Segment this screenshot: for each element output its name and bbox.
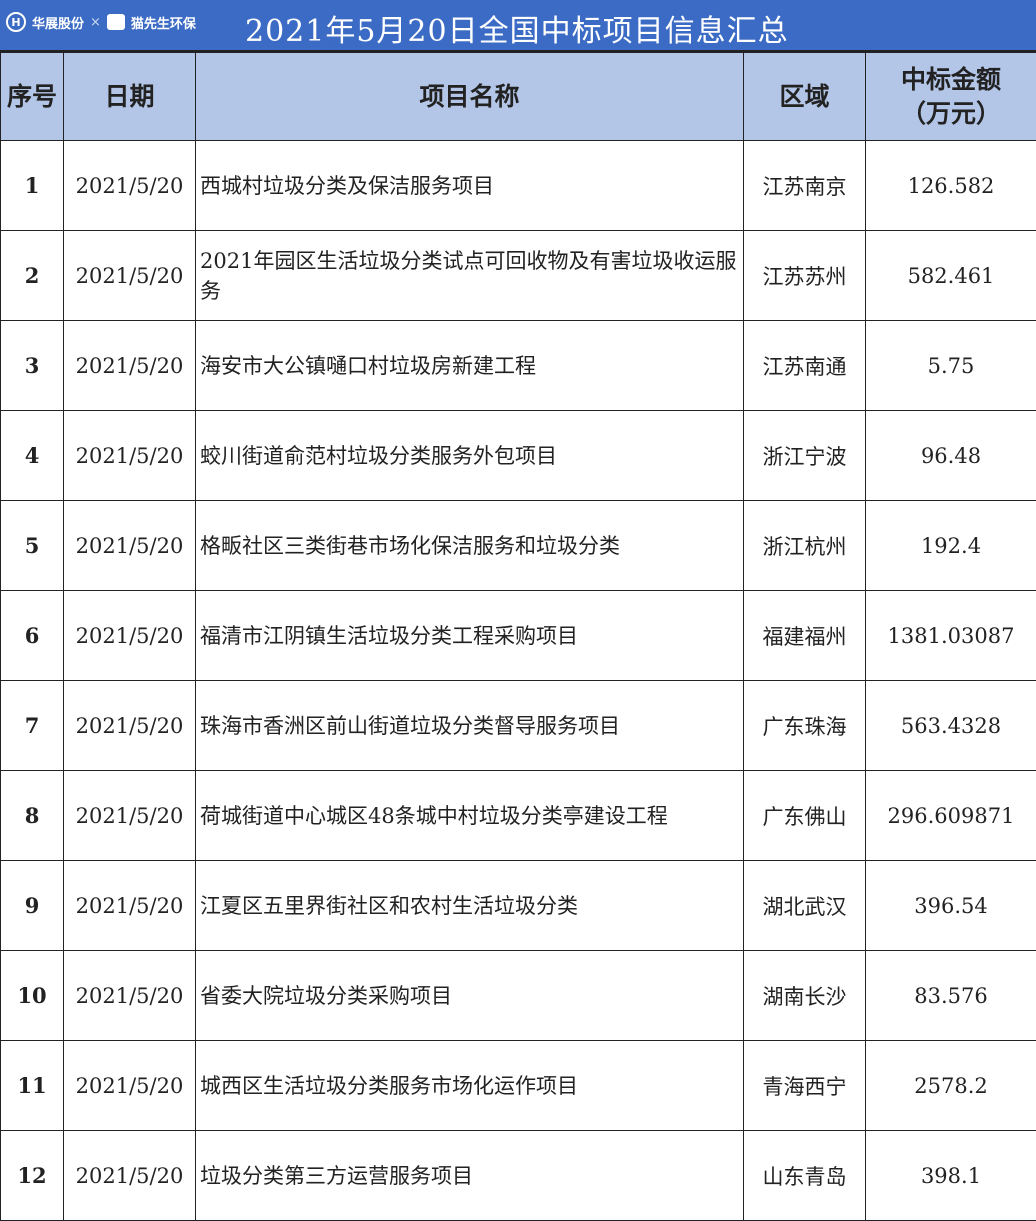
cell-name: 福清市江阴镇生活垃圾分类工程采购项目: [195, 590, 744, 681]
column-header-col-amount: 中标金额 （万元）: [865, 52, 1036, 141]
cell-no: 1: [0, 140, 64, 231]
cat-logo-icon: [106, 14, 125, 30]
projects-table: 序号 日期 项目名称 区域 中标金额 （万元） 1 2021/5/20 西城村垃圾分类及保洁服…: [0, 52, 1036, 1221]
cell-region: 青海西宁: [743, 1040, 866, 1131]
cell-date: 2021/5/20: [63, 680, 196, 771]
cell-name: 城西区生活垃圾分类服务市场化运作项目: [195, 1040, 744, 1131]
cell-region: 山东青岛: [743, 1130, 866, 1221]
cell-region: 广东佛山: [743, 770, 866, 861]
cell-date: 2021/5/20: [63, 320, 196, 411]
cell-date: 2021/5/20: [63, 230, 196, 321]
logo-left-text: 华展股份: [32, 16, 85, 32]
table-row: 9 2021/5/20 江夏区五里界街社区和农村生活垃圾分类 湖北武汉 396.54: [0, 860, 1036, 951]
table-row: 6 2021/5/20 福清市江阴镇生活垃圾分类工程采购项目 福建福州 1381.030…: [0, 590, 1036, 681]
cell-name: 江夏区五里界街社区和农村生活垃圾分类: [195, 860, 744, 951]
cell-no: 6: [0, 590, 64, 681]
cell-date: 2021/5/20: [63, 1130, 196, 1221]
header-row: 序号 日期 项目名称 区域 中标金额 （万元）: [0, 52, 1036, 141]
cell-name: 省委大院垃圾分类采购项目: [195, 950, 744, 1041]
cell-amount: 5.75: [865, 320, 1036, 411]
cell-amount: 398.1: [865, 1130, 1036, 1221]
cell-name: 西城村垃圾分类及保洁服务项目: [195, 140, 744, 231]
page-title: 2021年5月20日全国中标项目信息汇总: [245, 14, 789, 49]
column-header-col-region: 区域: [743, 52, 866, 141]
cell-name: 海安市大公镇嗵口村垃圾房新建工程: [195, 320, 744, 411]
table-row: 2 2021/5/20 2021年园区生活垃圾分类试点可回收物及有害垃圾收运服务 江苏…: [0, 230, 1036, 321]
column-header-col-name: 项目名称: [195, 52, 744, 141]
cell-name: 珠海市香洲区前山街道垃圾分类督导服务项目: [195, 680, 744, 771]
cell-no: 2: [0, 230, 64, 321]
table-row: 12 2021/5/20 垃圾分类第三方运营服务项目 山东青岛 398.1: [0, 1130, 1036, 1221]
column-header-col-date: 日期: [63, 52, 196, 141]
cell-region: 浙江杭州: [743, 500, 866, 591]
cell-name: 蛟川街道俞范村垃圾分类服务外包项目: [195, 410, 744, 501]
table-row: 7 2021/5/20 珠海市香洲区前山街道垃圾分类督导服务项目 广东珠海 563.43…: [0, 680, 1036, 771]
cell-amount: 2578.2: [865, 1040, 1036, 1131]
logo-right-text: 猫先生环保: [130, 16, 196, 32]
cell-region: 湖北武汉: [743, 860, 866, 951]
cell-name: 垃圾分类第三方运营服务项目: [195, 1130, 744, 1221]
cell-no: 11: [0, 1040, 64, 1131]
logos: H 华展股份 × 猫先生环保: [6, 12, 196, 32]
cell-no: 9: [0, 860, 64, 951]
cell-amount: 83.576: [865, 950, 1036, 1041]
cell-amount: 296.609871: [865, 770, 1036, 861]
cell-no: 3: [0, 320, 64, 411]
cell-date: 2021/5/20: [63, 1040, 196, 1131]
table-row: 11 2021/5/20 城西区生活垃圾分类服务市场化运作项目 青海西宁 2578.2: [0, 1040, 1036, 1131]
cell-region: 湖南长沙: [743, 950, 866, 1041]
cell-amount: 96.48: [865, 410, 1036, 501]
cell-date: 2021/5/20: [63, 950, 196, 1041]
table-row: 8 2021/5/20 荷城街道中心城区48条城中村垃圾分类亭建设工程 广东佛山 296…: [0, 770, 1036, 861]
cell-date: 2021/5/20: [63, 410, 196, 501]
column-header-col-no: 序号: [0, 52, 64, 141]
cell-amount: 1381.03087: [865, 590, 1036, 681]
huazhan-logo-icon: H: [6, 12, 26, 32]
cell-name: 格畈社区三类街巷市场化保洁服务和垃圾分类: [195, 500, 744, 591]
cell-region: 浙江宁波: [743, 410, 866, 501]
cell-name: 荷城街道中心城区48条城中村垃圾分类亭建设工程: [195, 770, 744, 861]
cell-amount: 192.4: [865, 500, 1036, 591]
cell-region: 江苏苏州: [743, 230, 866, 321]
table-row: 1 2021/5/20 西城村垃圾分类及保洁服务项目 江苏南京 126.582: [0, 140, 1036, 231]
cell-no: 7: [0, 680, 64, 771]
cell-date: 2021/5/20: [63, 140, 196, 231]
cell-name: 2021年园区生活垃圾分类试点可回收物及有害垃圾收运服务: [195, 230, 744, 321]
table-row: 3 2021/5/20 海安市大公镇嗵口村垃圾房新建工程 江苏南通 5.75: [0, 320, 1036, 411]
cell-region: 江苏南京: [743, 140, 866, 231]
table-row: 5 2021/5/20 格畈社区三类街巷市场化保洁服务和垃圾分类 浙江杭州 192.4: [0, 500, 1036, 591]
cell-date: 2021/5/20: [63, 860, 196, 951]
cell-no: 5: [0, 500, 64, 591]
cell-date: 2021/5/20: [63, 770, 196, 861]
cell-no: 8: [0, 770, 64, 861]
cell-no: 12: [0, 1130, 64, 1221]
cell-no: 4: [0, 410, 64, 501]
cell-amount: 563.4328: [865, 680, 1036, 771]
cell-date: 2021/5/20: [63, 500, 196, 591]
table-row: 10 2021/5/20 省委大院垃圾分类采购项目 湖南长沙 83.576: [0, 950, 1036, 1041]
cell-amount: 582.461: [865, 230, 1036, 321]
cell-region: 广东珠海: [743, 680, 866, 771]
cell-region: 福建福州: [743, 590, 866, 681]
cell-amount: 396.54: [865, 860, 1036, 951]
cell-date: 2021/5/20: [63, 590, 196, 681]
title-bar: H 华展股份 × 猫先生环保 2021年5月20日全国中标项目信息汇总: [0, 0, 1036, 52]
times-icon: ×: [90, 14, 101, 30]
cell-no: 10: [0, 950, 64, 1041]
cell-region: 江苏南通: [743, 320, 866, 411]
table-row: 4 2021/5/20 蛟川街道俞范村垃圾分类服务外包项目 浙江宁波 96.48: [0, 410, 1036, 501]
cell-amount: 126.582: [865, 140, 1036, 231]
